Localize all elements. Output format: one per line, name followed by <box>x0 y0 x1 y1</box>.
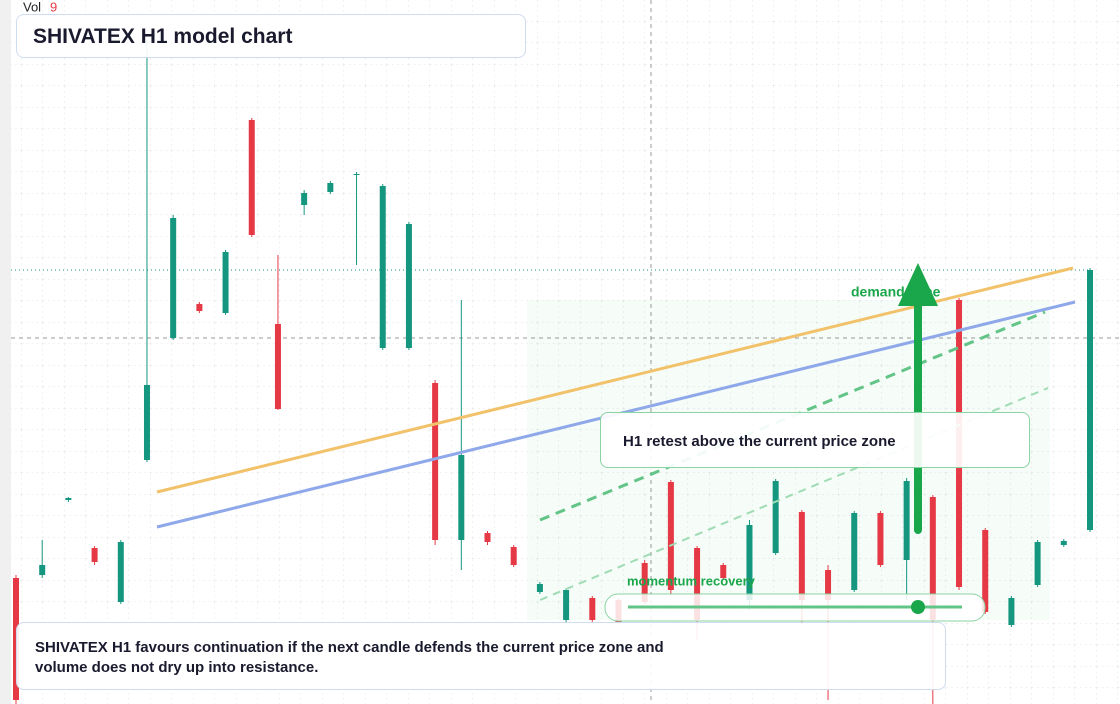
candle-body <box>851 513 858 590</box>
candle-body <box>405 224 412 348</box>
candle-body <box>667 482 674 590</box>
candle-body <box>65 498 72 500</box>
candle-body <box>117 542 124 602</box>
candle-body <box>484 533 491 542</box>
candle-body <box>379 186 386 348</box>
chart-title: SHIVATEX H1 model chart <box>16 14 526 58</box>
candle-body <box>274 324 281 409</box>
volume-value: 9 <box>50 0 57 14</box>
candle-body <box>458 455 465 540</box>
candle-body <box>1060 541 1067 545</box>
arrow-head <box>898 263 938 306</box>
candle-body <box>222 252 229 313</box>
demand-label: demand zone <box>851 284 941 300</box>
footer-text: SHIVATEX H1 favours continuation if the … <box>35 639 664 676</box>
candle-body <box>825 570 832 600</box>
candle-body <box>982 530 989 612</box>
candle-body <box>1087 270 1093 530</box>
candle-body <box>694 548 701 620</box>
momentum-label: momentum recovery <box>627 573 756 588</box>
candle-body <box>877 513 884 565</box>
candle-body <box>798 512 805 600</box>
volume-label: Vol <box>23 0 41 14</box>
candle-body <box>929 497 936 620</box>
candle-body <box>903 481 910 560</box>
candle-body <box>432 383 439 540</box>
left-edge <box>0 0 11 704</box>
candle-body <box>641 563 648 602</box>
candle-body <box>720 565 727 578</box>
candle-body <box>301 193 308 205</box>
candle-body <box>170 218 177 338</box>
candle-body <box>248 120 255 235</box>
footer-note: SHIVATEX H1 favours continuation if the … <box>16 622 946 690</box>
trend-line <box>539 387 1049 601</box>
momentum-dot <box>911 600 925 614</box>
candle-body <box>1034 542 1041 585</box>
candle-body <box>746 525 753 600</box>
candle-body <box>589 598 596 620</box>
candle-body <box>536 584 543 592</box>
candle-body <box>772 481 779 553</box>
candle-body <box>196 304 203 311</box>
candle-body <box>91 548 98 562</box>
candle-body <box>39 565 46 575</box>
candle-body <box>510 547 517 565</box>
candle-body <box>353 174 360 175</box>
candle-body <box>143 385 150 460</box>
candle-body <box>563 590 570 620</box>
candle-body <box>327 183 334 192</box>
retest-note: H1 retest above the current price zone <box>600 412 1030 468</box>
candle-body <box>1008 598 1015 625</box>
